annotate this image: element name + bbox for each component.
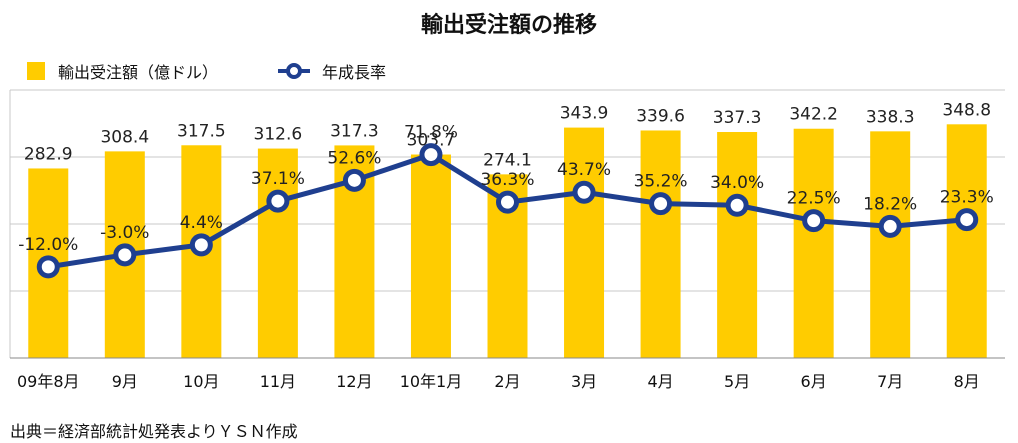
bar (564, 127, 605, 358)
growth-value-label: 18.2% (863, 194, 917, 214)
growth-value-label: 4.4% (180, 213, 223, 233)
x-axis: 09年8月 9月 10月 11月 12月 10年1月 2月 3月 4月 5月 6月 7月 8月 (10, 357, 1005, 391)
bar (870, 131, 911, 358)
legend-line-label: 年成長率 (322, 63, 386, 82)
growth-value-label: 36.3% (480, 170, 534, 190)
bar-value-label: 274.1 (483, 150, 532, 170)
bar (640, 130, 681, 358)
growth-point (189, 233, 213, 257)
growth-point (802, 209, 826, 233)
x-tick-label: 6月 (801, 372, 827, 391)
growth-point (725, 193, 749, 217)
growth-point (572, 180, 596, 204)
growth-value-label: -3.0% (100, 223, 149, 243)
x-tick-label: 3月 (571, 372, 597, 391)
growth-point (342, 168, 366, 192)
x-tick-label: 4月 (647, 372, 673, 391)
x-tick-label: 7月 (877, 372, 903, 391)
growth-value-label: 71.8% (404, 123, 458, 143)
bar-value-label: 348.8 (942, 100, 991, 120)
x-tick-label: 11月 (260, 372, 296, 391)
bar-value-label: 339.6 (636, 106, 685, 126)
growth-value-label: 23.3% (940, 188, 994, 208)
x-tick-label: 5月 (724, 372, 750, 391)
bar-value-label: 282.9 (24, 144, 73, 164)
x-tick-label: 09年8月 (17, 372, 80, 391)
bar-value-label: 308.4 (100, 127, 149, 147)
growth-point (649, 192, 673, 216)
growth-point (496, 190, 519, 214)
x-tick-label: 2月 (494, 372, 520, 391)
bar (793, 128, 834, 358)
growth-value-label: 43.7% (557, 160, 611, 180)
bar (717, 132, 758, 358)
bar-value-label: 343.9 (560, 104, 609, 124)
x-tick-label: 8月 (954, 372, 980, 391)
x-tick-label: 12月 (336, 372, 372, 391)
legend: 輸出受注額（億ドル） 年成長率 (27, 62, 386, 82)
growth-point (419, 143, 443, 167)
legend-bar-label: 輸出受注額（億ドル） (58, 63, 218, 82)
growth-value-label: 35.2% (634, 172, 688, 192)
growth-value-label: 22.5% (787, 189, 841, 209)
bar-value-label: 303.7 (407, 131, 456, 151)
chart-title: 輸出受注額の推移 (421, 12, 597, 38)
growth-point (955, 208, 979, 232)
bar-labels: 282.9 308.4 317.5 312.6 317.3 303.7 274.1 343.9… (24, 100, 991, 170)
legend-line-marker (286, 63, 302, 79)
x-tick-label: 9月 (112, 372, 138, 391)
bar-value-label: 337.3 (713, 108, 762, 128)
growth-value-label: 34.0% (710, 173, 764, 193)
growth-point (36, 255, 60, 279)
growth-value-label: -12.0% (18, 235, 78, 255)
bar-value-label: 317.3 (330, 121, 379, 141)
bar-value-label: 317.5 (177, 121, 226, 141)
growth-value-label: 52.6% (327, 148, 381, 168)
source-note: 出典＝経済部統計処発表よりＹＳＮ作成 (10, 422, 298, 441)
growth-line (36, 143, 979, 279)
growth-value-label: 37.1% (251, 169, 305, 189)
growth-point (266, 189, 290, 213)
rate-labels: -12.0% -3.0% 4.4% 37.1% 52.6% 71.8% 36.3% 43.7%… (18, 123, 994, 255)
legend-bar-swatch (27, 62, 45, 80)
bar-value-label: 342.2 (789, 105, 838, 125)
bar-value-label: 312.6 (254, 125, 303, 145)
x-tick-label: 10月 (183, 372, 219, 391)
growth-point (113, 243, 137, 267)
bar (257, 148, 298, 358)
growth-point (878, 214, 902, 238)
bar-value-label: 338.3 (866, 107, 915, 127)
x-tick-label: 10年1月 (400, 372, 463, 391)
bar (946, 124, 987, 358)
bar (410, 154, 451, 358)
